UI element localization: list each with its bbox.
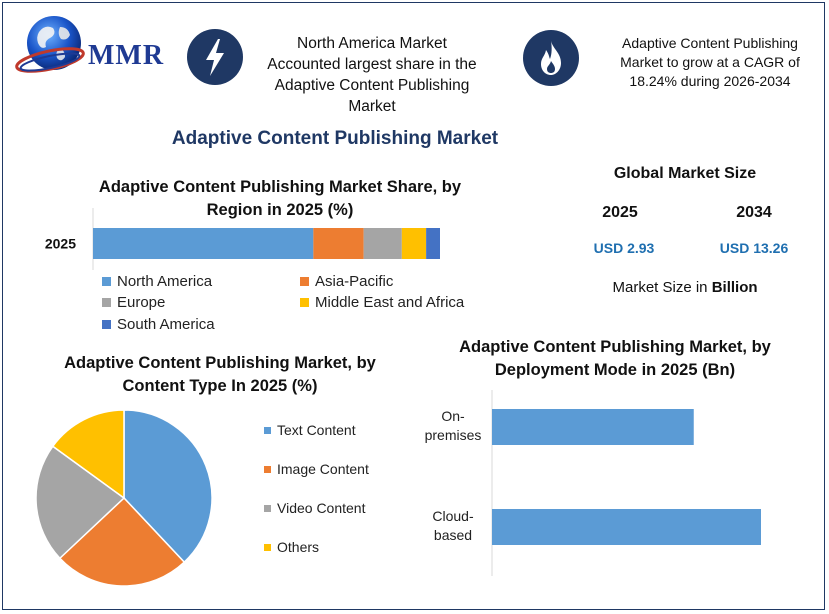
legend-item-north-america: North America xyxy=(102,273,212,290)
content-type-pie xyxy=(35,409,213,587)
legend-item-asia-pacific: Asia-Pacific xyxy=(300,273,393,290)
category-label-line: Cloud- xyxy=(432,508,474,524)
legend-label: Middle East and Africa xyxy=(315,294,465,311)
legend-label: Europe xyxy=(117,294,166,311)
legend-swatch xyxy=(264,543,271,551)
legend-label: Asia-Pacific xyxy=(315,273,394,290)
global-size-title: Global Market Size xyxy=(613,165,757,182)
legend-swatch xyxy=(264,504,271,512)
globe-logo-icon xyxy=(12,10,92,80)
brand-name: MMR xyxy=(88,40,165,71)
legend-item-text-content: Text Content xyxy=(264,422,356,438)
callout-icon-circle xyxy=(523,30,579,86)
category-label-cloud-based: Cloud-based xyxy=(418,507,488,545)
deployment-chart-title: Adaptive Content Publishing Market, by D… xyxy=(459,338,771,379)
bar-segment-south-america xyxy=(426,228,440,259)
flame-icon xyxy=(541,41,561,75)
legend-item-image-content: Image Content xyxy=(264,461,369,477)
year-2034: 2034 xyxy=(736,204,772,221)
bar-segment-middle-east-and-africa xyxy=(401,228,427,259)
legend-item-middle-east-and-africa: Middle East and Africa xyxy=(300,294,464,311)
pie-slice-others xyxy=(51,409,125,500)
legend-swatch xyxy=(102,319,111,329)
legend-label: North America xyxy=(117,273,213,290)
category-label-on-premises: On-premises xyxy=(418,407,488,445)
market-size-note: Market Size in Billion xyxy=(590,279,780,296)
callout-cagr: Adaptive Content Publishing Market to gr… xyxy=(620,35,800,89)
category-label-line: based xyxy=(433,527,473,543)
legend-label: South America xyxy=(117,316,215,333)
category-label-line: On- xyxy=(441,408,465,424)
page-title: Adaptive Content Publishing Market xyxy=(171,128,499,149)
bar-segment-north-america xyxy=(93,228,314,259)
value-2025: USD 2.93 xyxy=(593,240,655,256)
legend-item-video-content: Video Content xyxy=(264,500,365,516)
legend-label: Others xyxy=(277,539,320,555)
content-type-chart-title: Adaptive Content Publishing Market, by C… xyxy=(64,354,376,395)
callout-icon-circle xyxy=(187,29,243,85)
category-label-line: premises xyxy=(424,427,482,443)
pie-slice-image-content xyxy=(58,496,186,587)
legend-swatch xyxy=(102,297,111,307)
pie-slice-text-content xyxy=(123,409,213,564)
bar-segment-asia-pacific xyxy=(313,228,364,259)
legend-swatch xyxy=(264,426,271,434)
category-label-2025: 2025 xyxy=(45,236,76,252)
legend-item-others: Others xyxy=(264,539,319,555)
market-size-note-unit: Billion xyxy=(711,279,758,296)
legend-swatch xyxy=(102,276,111,286)
market-size-note-prefix: Market Size in xyxy=(612,279,712,296)
legend-item-south-america: South America xyxy=(102,316,215,333)
legend-label: Text Content xyxy=(277,422,356,438)
legend-label: Image Content xyxy=(277,461,369,477)
legend-item-europe: Europe xyxy=(102,294,165,311)
year-2025: 2025 xyxy=(602,204,638,221)
legend-swatch xyxy=(264,465,271,473)
legend-swatch xyxy=(300,276,309,286)
lightning-icon xyxy=(206,39,224,76)
region-chart-title: Adaptive Content Publishing Market Share… xyxy=(98,178,462,219)
callout-north-america: North America Market Accounted largest s… xyxy=(267,35,477,115)
pie-slice-video-content xyxy=(35,445,126,560)
legend-label: Video Content xyxy=(277,500,366,516)
bar-segment-europe xyxy=(363,228,402,259)
value-2034: USD 13.26 xyxy=(719,240,789,256)
legend-swatch xyxy=(300,297,309,307)
